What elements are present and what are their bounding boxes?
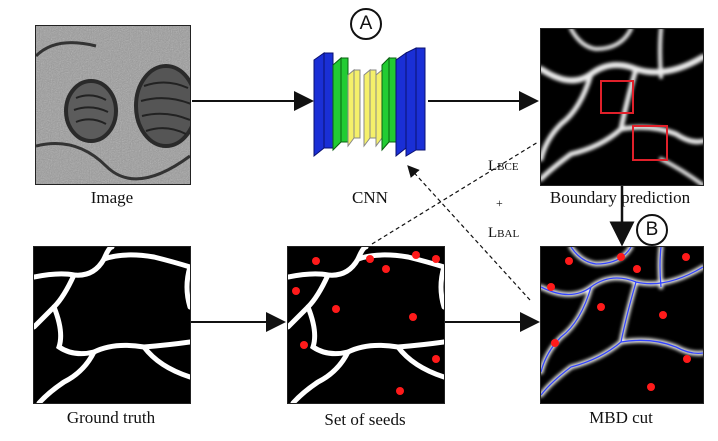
ground-truth-image bbox=[34, 247, 190, 403]
seed-point bbox=[617, 253, 625, 261]
seed-point bbox=[565, 257, 573, 265]
set-of-seeds-image bbox=[288, 247, 444, 403]
seed-point bbox=[300, 341, 308, 349]
loss-bce-symbol: L bbox=[488, 158, 498, 174]
highlight-box-2 bbox=[632, 125, 668, 161]
seed-point bbox=[312, 257, 320, 265]
dashed-mbd-to-cnn bbox=[407, 165, 531, 301]
seed-points bbox=[292, 251, 440, 395]
marker-a: A bbox=[350, 8, 382, 40]
seed-point bbox=[292, 287, 300, 295]
seed-point bbox=[551, 339, 559, 347]
seed-point bbox=[682, 253, 690, 261]
seed-point bbox=[409, 313, 417, 321]
loss-bal-subscript: BAL bbox=[497, 228, 520, 240]
seed-point bbox=[683, 355, 691, 363]
ground-truth-panel bbox=[33, 246, 191, 404]
seed-point bbox=[659, 311, 667, 319]
boundary-prediction-label: Boundary prediction bbox=[549, 188, 691, 207]
seed-point bbox=[396, 387, 404, 395]
marker-b: B bbox=[636, 214, 668, 246]
seed-point bbox=[382, 265, 390, 273]
image-label: Image bbox=[90, 188, 134, 207]
ground-truth-label: Ground truth bbox=[66, 408, 156, 427]
seed-point bbox=[366, 255, 374, 263]
loss-plus: + bbox=[496, 196, 503, 210]
mbd-cut-image bbox=[541, 247, 703, 398]
boundary-prediction-image bbox=[541, 29, 703, 185]
set-of-seeds-panel bbox=[287, 246, 445, 404]
mbd-cut-label: MBD cut bbox=[589, 408, 653, 427]
seed-point bbox=[647, 383, 655, 391]
loss-bce: LBCE bbox=[488, 158, 519, 175]
loss-bce-subscript: BCE bbox=[497, 161, 519, 173]
boundary-prediction-panel bbox=[540, 28, 704, 186]
mbd-seed-points bbox=[547, 253, 691, 391]
seed-point bbox=[547, 283, 555, 291]
seed-point bbox=[412, 251, 420, 259]
cnn-encoder bbox=[313, 52, 361, 158]
em-image bbox=[36, 26, 190, 184]
seed-point bbox=[332, 305, 340, 313]
highlight-box-1 bbox=[600, 80, 634, 114]
cnn-decoder bbox=[363, 47, 426, 158]
seed-point bbox=[432, 355, 440, 363]
dashed-seeds-to-boundary bbox=[371, 141, 539, 245]
loss-bal: LBAL bbox=[488, 225, 519, 242]
seed-point bbox=[633, 265, 641, 273]
seed-point bbox=[597, 303, 605, 311]
cnn-label: CNN bbox=[352, 188, 388, 207]
set-of-seeds-label: Set of seeds bbox=[324, 410, 406, 429]
mbd-cut-panel bbox=[540, 246, 704, 404]
em-image-panel bbox=[35, 25, 191, 185]
seed-point bbox=[432, 255, 440, 263]
loss-bal-symbol: L bbox=[488, 225, 498, 241]
